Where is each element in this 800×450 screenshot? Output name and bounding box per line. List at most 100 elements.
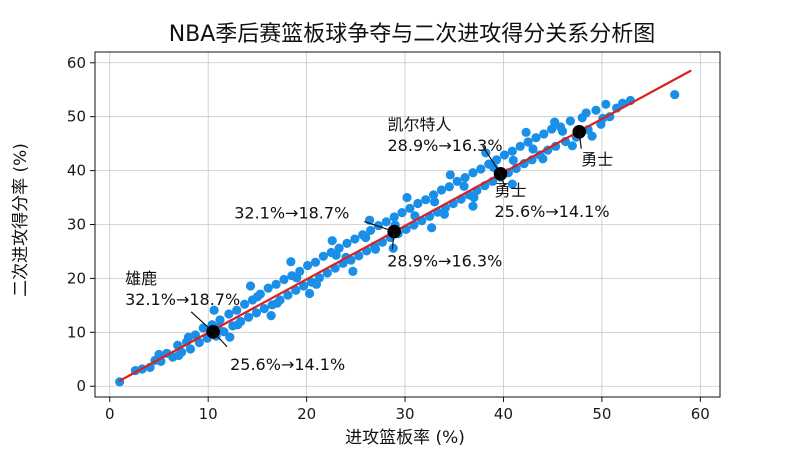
- y-tick-label: 10: [67, 323, 86, 341]
- data-point: [670, 89, 680, 100]
- data-point: [452, 176, 462, 186]
- annotation-label: 勇士: [495, 181, 527, 200]
- data-point: [279, 274, 289, 285]
- data-point: [528, 144, 538, 154]
- data-point: [272, 298, 282, 308]
- x-tick-label: 20: [297, 405, 316, 423]
- data-point: [183, 332, 194, 342]
- data-point: [581, 108, 591, 118]
- data-point: [565, 116, 575, 126]
- data-point: [224, 309, 234, 319]
- data-point: [174, 350, 184, 361]
- data-point: [286, 257, 296, 267]
- data-point: [283, 290, 293, 300]
- annotation-label: 25.6%→14.1%: [230, 355, 345, 374]
- annotation-leader-line: [578, 131, 582, 149]
- x-tick-label: 40: [494, 405, 513, 423]
- annotation-label: 32.1%→18.7%: [125, 290, 240, 309]
- data-point: [365, 225, 376, 236]
- data-point: [215, 315, 225, 325]
- data-point: [381, 217, 391, 227]
- data-point: [243, 312, 254, 322]
- data-point: [310, 257, 321, 267]
- data-point: [515, 141, 525, 151]
- data-point: [491, 155, 502, 165]
- data-point: [507, 179, 517, 189]
- y-tick-label: 60: [67, 54, 86, 72]
- data-point: [194, 337, 204, 348]
- data-point: [444, 182, 454, 192]
- y-tick-label: 50: [67, 108, 86, 126]
- data-point: [507, 146, 517, 156]
- annotation-label: 28.9%→16.3%: [388, 136, 503, 155]
- data-point: [460, 173, 470, 183]
- data-point: [539, 129, 549, 139]
- data-point: [587, 131, 597, 141]
- data-point: [439, 209, 450, 219]
- y-tick-label: 0: [76, 377, 86, 395]
- data-point: [547, 124, 557, 134]
- x-axis: 0 10 20 30 40 50 60: [105, 397, 710, 423]
- data-point: [292, 273, 302, 283]
- x-tick-label: 10: [199, 405, 218, 423]
- data-point: [233, 320, 243, 330]
- data-point: [348, 266, 358, 276]
- data-point: [331, 250, 341, 260]
- data-point: [389, 212, 399, 222]
- annotation-leader-line: [482, 145, 502, 175]
- annotation-label: 28.9%→16.3%: [387, 252, 502, 271]
- data-point: [476, 164, 486, 174]
- data-point: [428, 190, 439, 200]
- data-point: [508, 155, 518, 165]
- data-point: [397, 208, 407, 218]
- data-point: [154, 349, 164, 360]
- annotation-label: 凯尔特人: [388, 115, 452, 134]
- data-point: [388, 243, 398, 253]
- data-point: [421, 195, 431, 205]
- data-point: [291, 285, 301, 295]
- annotation-leader-line: [364, 220, 395, 233]
- data-point: [405, 203, 415, 213]
- data-point: [252, 292, 263, 302]
- x-tick-label: 0: [105, 405, 115, 423]
- data-point: [557, 126, 568, 136]
- annotation-label: 勇士: [581, 150, 613, 169]
- data-point: [342, 238, 352, 248]
- data-point: [251, 308, 262, 318]
- data-point: [299, 281, 309, 291]
- annotations: 雄鹿 32.1%→18.7% 25.6%→14.1% 32.1%→18.7% 28.9%…: [125, 115, 613, 374]
- data-point: [429, 197, 440, 207]
- data-point: [402, 192, 412, 203]
- annotation-leader-line: [190, 311, 214, 333]
- x-tick-label: 30: [395, 405, 414, 423]
- data-point: [361, 232, 371, 243]
- data-point: [445, 170, 455, 180]
- annotation-leader-line: [212, 331, 228, 348]
- data-point: [259, 303, 269, 314]
- annotation-label: 雄鹿: [125, 269, 157, 288]
- annotation-leader-line: [499, 173, 506, 187]
- annotation-label: 25.6%→14.1%: [495, 202, 610, 221]
- x-tick-label: 60: [691, 405, 710, 423]
- data-point: [266, 311, 276, 321]
- data-point: [225, 332, 235, 342]
- data-point: [469, 192, 479, 203]
- y-axis-title: 二次进攻得分率 (%): [11, 143, 31, 297]
- data-point: [468, 168, 478, 178]
- data-point: [468, 201, 478, 211]
- data-point: [459, 181, 469, 191]
- data-point: [334, 243, 344, 253]
- data-point: [373, 220, 384, 231]
- data-point: [567, 141, 577, 151]
- data-point: [263, 283, 273, 293]
- data-point: [240, 299, 250, 309]
- data-point: [209, 305, 219, 315]
- data-point: [436, 185, 447, 195]
- data-point: [591, 105, 601, 115]
- data-point: [304, 288, 315, 299]
- y-tick-label: 20: [67, 269, 86, 287]
- data-point: [271, 279, 281, 289]
- data-point: [523, 137, 533, 147]
- y-tick-label: 40: [67, 162, 86, 180]
